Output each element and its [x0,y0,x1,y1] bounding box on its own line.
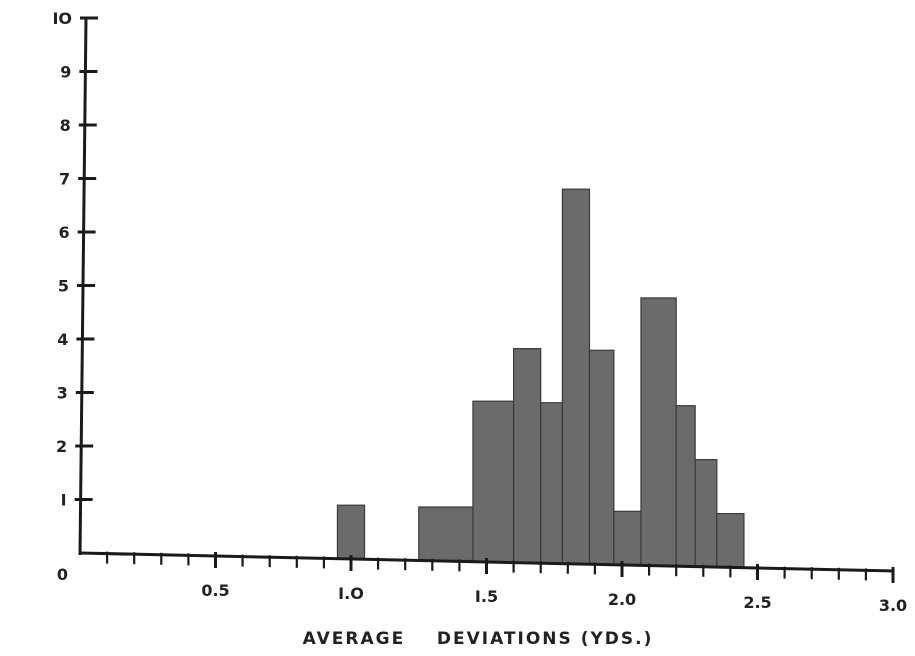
y-tick-label: 5 [58,277,69,296]
y-tick-label: 3 [57,384,68,403]
histogram-bar [561,188,591,565]
y-axis-ticks: 0 I 2 3 4 5 6 7 8 9 IO [52,9,98,584]
histogram-bar [716,512,745,568]
y-tick-label: IO [52,9,72,28]
y-tick-label: 8 [60,116,71,135]
x-tick-label: 0.5 [201,581,229,600]
y-tick-label: 7 [59,170,70,189]
histogram-bar [418,506,474,562]
histogram-bar [613,510,642,566]
x-tick-label: 2.5 [743,593,771,612]
y-tick-label: 6 [58,223,69,242]
x-tick-label: 2.0 [608,590,636,609]
histogram-bar [588,349,615,565]
y-tick-label: 2 [56,437,67,456]
histogram-bar [512,348,542,564]
x-tick-label: I.5 [475,587,498,606]
histogram-bar [336,504,366,560]
y-tick-label: I [61,491,67,510]
histogram-bars [336,188,745,568]
histogram-bar [675,405,696,567]
x-axis-ticks: 0.5 I.O I.5 2.0 2.5 3.0 [105,551,907,615]
x-tick-label: I.O [338,584,364,603]
histogram-bar [694,459,718,568]
histogram-bar [472,400,515,563]
histogram-bar [640,297,677,567]
y-tick-label: 4 [57,330,68,349]
y-tick-label: 0 [57,565,68,584]
histogram-bar [540,402,563,564]
x-tick-label: 3.0 [879,596,907,615]
y-tick-label: 9 [60,63,71,82]
x-axis-title: AVERAGE DEVIATIONS (YDS.) [303,629,654,649]
